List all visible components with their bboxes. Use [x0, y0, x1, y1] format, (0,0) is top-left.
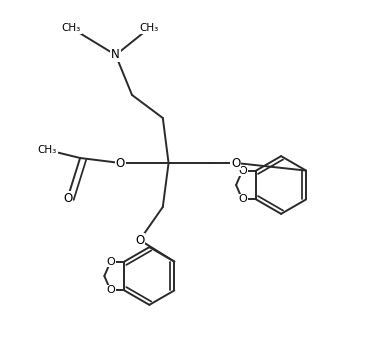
Text: O: O — [238, 165, 247, 176]
Text: CH₃: CH₃ — [140, 23, 159, 33]
Text: O: O — [106, 285, 115, 295]
Text: O: O — [231, 157, 240, 170]
Text: CH₃: CH₃ — [38, 145, 57, 155]
Text: O: O — [116, 157, 125, 170]
Text: O: O — [238, 194, 247, 205]
Text: CH₃: CH₃ — [62, 23, 81, 33]
Text: O: O — [106, 257, 115, 266]
Text: O: O — [63, 191, 72, 205]
Text: N: N — [111, 49, 120, 62]
Text: O: O — [135, 233, 144, 246]
